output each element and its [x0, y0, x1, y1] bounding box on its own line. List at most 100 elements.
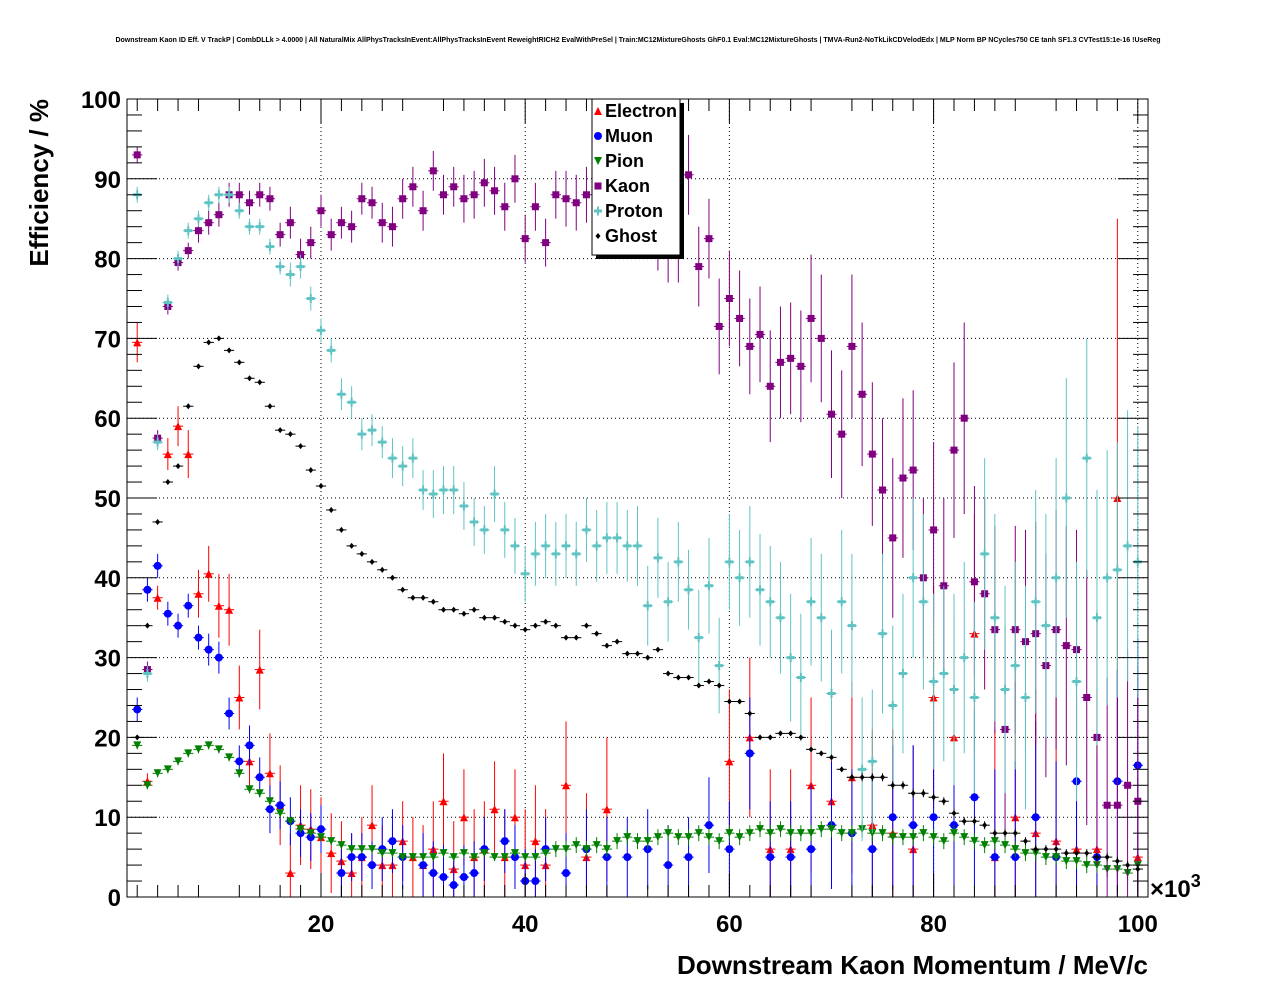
data-point	[542, 239, 550, 247]
legend-label-electron: Electron	[605, 101, 677, 121]
legend: Electron Muon Pion Kaon Proton Ghost	[591, 98, 684, 259]
data-point	[194, 227, 202, 235]
data-point	[930, 526, 938, 534]
data-point	[827, 410, 835, 418]
data-point	[992, 830, 998, 837]
data-point	[694, 633, 703, 643]
data-point	[195, 363, 201, 370]
data-point	[735, 573, 744, 583]
data-point	[695, 263, 703, 271]
data-point	[296, 262, 305, 272]
data-point	[532, 622, 538, 629]
data-point	[602, 845, 611, 854]
data-point	[858, 764, 867, 774]
data-point	[684, 853, 693, 862]
data-point	[165, 479, 171, 486]
data-point	[502, 618, 508, 625]
data-point	[163, 765, 172, 774]
data-point	[786, 653, 795, 663]
data-point	[766, 382, 774, 390]
legend-label-proton: Proton	[605, 201, 663, 221]
data-point	[459, 873, 468, 882]
legend-box	[591, 98, 681, 256]
data-point	[357, 853, 366, 862]
data-point	[1031, 597, 1040, 607]
data-point	[439, 797, 448, 806]
legend-label-muon: Muon	[605, 126, 653, 146]
data-point	[572, 199, 580, 207]
data-point	[889, 534, 897, 542]
data-point	[378, 219, 386, 227]
chart-title: Downstream Kaon ID Eff. V TrackP | CombD…	[115, 37, 1160, 44]
data-point	[704, 581, 713, 591]
data-point	[592, 541, 601, 551]
data-point	[623, 853, 632, 862]
data-point	[501, 203, 509, 211]
y-tick-label: 80	[94, 247, 121, 274]
data-point	[919, 829, 928, 838]
data-point	[563, 634, 569, 641]
series-ghost	[132, 335, 1143, 874]
data-point	[358, 195, 366, 203]
y-tick-label: 50	[94, 486, 121, 513]
data-point	[185, 403, 191, 410]
data-point	[471, 606, 477, 613]
data-point	[327, 345, 336, 355]
legend-label-pion: Pion	[605, 151, 644, 171]
data-point	[1033, 846, 1039, 853]
data-point	[633, 541, 642, 551]
data-point	[1001, 685, 1010, 695]
data-point	[205, 219, 213, 227]
data-point	[328, 506, 334, 513]
y-tick-label: 10	[94, 805, 121, 832]
data-point	[868, 756, 877, 766]
data-point	[531, 549, 540, 559]
data-point	[1012, 830, 1018, 837]
data-point	[143, 781, 152, 790]
data-point	[480, 179, 488, 187]
data-point	[990, 613, 999, 623]
data-point	[543, 618, 549, 625]
data-point	[980, 841, 989, 850]
data-point	[1043, 846, 1049, 853]
data-point	[235, 206, 244, 216]
data-point	[297, 251, 305, 259]
data-point	[235, 693, 244, 702]
data-point	[276, 262, 285, 272]
data-point	[265, 805, 274, 814]
data-point	[296, 825, 305, 834]
data-point	[898, 669, 907, 679]
data-point	[153, 561, 162, 570]
data-point	[521, 569, 530, 579]
data-point	[184, 247, 192, 255]
data-point	[470, 191, 478, 199]
data-point	[388, 849, 397, 858]
x-axis-multiplier: ×103	[1150, 871, 1201, 903]
legend-label-kaon: Kaon	[605, 176, 650, 196]
data-point	[551, 845, 560, 854]
data-point	[174, 254, 183, 264]
data-point	[531, 203, 539, 211]
data-point	[553, 622, 559, 629]
data-point	[184, 450, 193, 459]
data-point	[439, 485, 448, 495]
data-point	[725, 557, 734, 567]
data-point	[256, 191, 264, 199]
data-point	[665, 670, 671, 677]
data-point	[684, 585, 693, 595]
data-point	[541, 541, 550, 551]
data-point	[766, 853, 775, 862]
data-point	[214, 653, 223, 662]
data-point	[848, 342, 856, 350]
x-tick-label: 80	[920, 911, 947, 938]
data-point	[817, 825, 826, 834]
data-point	[206, 339, 212, 346]
data-point	[163, 450, 172, 459]
data-point	[214, 601, 223, 610]
data-point	[439, 873, 448, 882]
data-point	[890, 782, 896, 789]
data-point	[859, 774, 865, 781]
data-point	[236, 359, 242, 366]
data-point	[827, 825, 836, 834]
data-point	[602, 805, 611, 814]
